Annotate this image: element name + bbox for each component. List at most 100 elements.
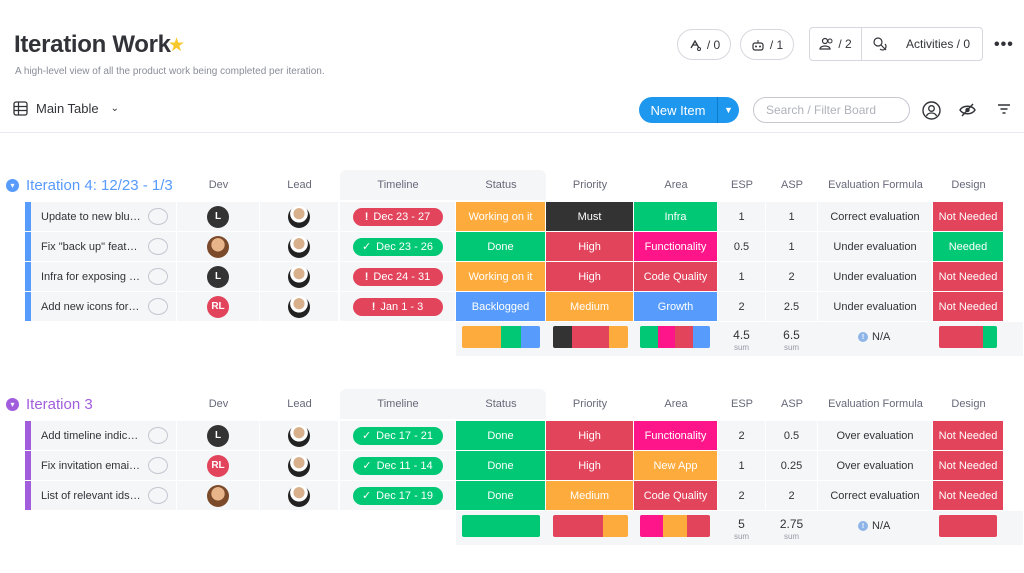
esp-cell[interactable]: 2	[718, 481, 765, 510]
board-description[interactable]: A high-level view of all the product wor…	[15, 66, 325, 77]
priority-cell[interactable]: Medium	[546, 292, 633, 321]
search-input[interactable]: Search / Filter Board	[753, 97, 910, 123]
group-title[interactable]: ▾ Iteration 3	[6, 396, 93, 413]
item-name[interactable]: Fix "back up" feat…	[41, 240, 138, 253]
esp-cell[interactable]: 2	[718, 421, 765, 450]
esp-cell[interactable]: 2	[718, 292, 765, 321]
item-name-cell[interactable]: List of relevant ids…	[31, 481, 176, 510]
item-name-cell[interactable]: Infra for exposing …	[31, 262, 176, 291]
priority-cell[interactable]: High	[546, 232, 633, 261]
status-cell[interactable]: Done	[456, 421, 545, 450]
timeline-pill[interactable]: ! Jan 1 - 3	[352, 297, 443, 316]
group-title[interactable]: ▾ Iteration 4: 12/23 - 1/3	[6, 177, 173, 194]
dev-cell[interactable]: RL	[177, 292, 259, 321]
timeline-cell[interactable]: ! Jan 1 - 3	[340, 292, 455, 321]
lead-cell[interactable]	[260, 292, 338, 321]
lead-cell[interactable]	[260, 232, 338, 261]
more-options-icon[interactable]: •••	[994, 36, 1014, 53]
design-summary[interactable]	[939, 326, 997, 348]
design-summary[interactable]	[939, 515, 997, 537]
dev-cell[interactable]: L	[177, 421, 259, 450]
lead-cell[interactable]	[260, 451, 338, 480]
status-cell[interactable]: Done	[456, 451, 545, 480]
lead-cell[interactable]	[260, 202, 338, 231]
filter-icon[interactable]	[997, 103, 1011, 115]
column-header-priority[interactable]: Priority	[572, 398, 608, 410]
dev-cell[interactable]: L	[177, 202, 259, 231]
design-cell[interactable]: Not Needed	[933, 451, 1003, 480]
priority-cell[interactable]: Must	[546, 202, 633, 231]
asp-cell[interactable]: 2	[766, 481, 817, 510]
esp-cell[interactable]: 1	[718, 262, 765, 291]
item-name-cell[interactable]: Add timeline indic…	[31, 421, 176, 450]
timeline-cell[interactable]: ✓ Dec 11 - 14	[340, 451, 455, 480]
lead-cell[interactable]	[260, 421, 338, 450]
group-title-text[interactable]: Iteration 3	[26, 396, 93, 413]
asp-cell[interactable]: 2	[766, 262, 817, 291]
area-cell[interactable]: Code Quality	[634, 481, 717, 510]
lead-cell[interactable]	[260, 481, 338, 510]
members-button[interactable]: / 2	[810, 28, 862, 60]
avatar-photo[interactable]	[288, 265, 310, 288]
item-name-cell[interactable]: Fix "back up" feat…	[31, 232, 176, 261]
item-name-cell[interactable]: Update to new blu…	[31, 202, 176, 231]
column-header-evaluation-formula[interactable]: Evaluation Formula	[828, 179, 923, 191]
board-title[interactable]: Iteration Work	[14, 31, 171, 58]
item-name[interactable]: Infra for exposing …	[41, 270, 141, 283]
timeline-pill[interactable]: ✓ Dec 17 - 21	[352, 426, 443, 445]
info-icon[interactable]: !	[858, 332, 868, 342]
column-header-asp[interactable]: ASP	[780, 398, 803, 410]
column-header-design[interactable]: Design	[951, 179, 986, 191]
automations-button[interactable]: / 1	[740, 29, 794, 60]
avatar-photo[interactable]	[207, 484, 229, 507]
area-cell[interactable]: Code Quality	[634, 262, 717, 291]
column-header-dev[interactable]: Dev	[208, 179, 229, 191]
status-cell[interactable]: Done	[456, 232, 545, 261]
chat-bubble-icon[interactable]	[148, 298, 168, 315]
column-header-lead[interactable]: Lead	[287, 179, 312, 191]
asp-cell[interactable]: 0.25	[766, 451, 817, 480]
chat-bubble-icon[interactable]	[148, 208, 168, 225]
status-cell[interactable]: Done	[456, 481, 545, 510]
column-header-priority[interactable]: Priority	[572, 179, 608, 191]
design-cell[interactable]: Needed	[933, 232, 1003, 261]
table-row[interactable]: List of relevant ids… ✓ Dec 17 - 19 Done Med…	[0, 481, 1024, 510]
esp-cell[interactable]: 0.5	[718, 232, 765, 261]
chevron-down-icon[interactable]: ▾	[6, 179, 19, 192]
status-cell[interactable]: Working on it	[456, 262, 545, 291]
timeline-pill[interactable]: ✓ Dec 17 - 19	[352, 486, 443, 505]
column-header-esp[interactable]: ESP	[730, 398, 753, 410]
table-row[interactable]: Fix invitation emai… RL ✓ Dec 11 - 14 Done Hi…	[0, 451, 1024, 480]
status-cell[interactable]: Working on it	[456, 202, 545, 231]
esp-cell[interactable]: 1	[718, 202, 765, 231]
column-header-dev[interactable]: Dev	[208, 398, 229, 410]
column-header-evaluation-formula[interactable]: Evaluation Formula	[828, 398, 923, 410]
info-icon[interactable]: !	[858, 521, 868, 531]
column-header-timeline[interactable]: Timeline	[377, 398, 419, 410]
asp-cell[interactable]: 1	[766, 232, 817, 261]
lead-cell[interactable]	[260, 262, 338, 291]
chevron-down-icon[interactable]: ▼	[717, 97, 739, 123]
asp-cell[interactable]: 2.5	[766, 292, 817, 321]
column-header-lead[interactable]: Lead	[287, 398, 312, 410]
dev-cell[interactable]: RL	[177, 451, 259, 480]
avatar-photo[interactable]	[207, 235, 229, 258]
evaluation-cell[interactable]: Correct evaluation	[818, 202, 932, 231]
column-header-area[interactable]: Area	[664, 398, 688, 410]
priority-cell[interactable]: Medium	[546, 481, 633, 510]
item-name-cell[interactable]: Add new icons for…	[31, 292, 176, 321]
evaluation-cell[interactable]: Under evaluation	[818, 292, 932, 321]
dev-cell[interactable]	[177, 232, 259, 261]
table-row[interactable]: Add new icons for… RL! Jan 1 - 3 Backlogged…	[0, 292, 1024, 321]
evaluation-cell[interactable]: Over evaluation	[818, 421, 932, 450]
column-header-design[interactable]: Design	[951, 398, 986, 410]
design-cell[interactable]: Not Needed	[933, 262, 1003, 291]
chat-bubble-icon[interactable]	[148, 427, 168, 444]
column-header-area[interactable]: Area	[664, 179, 688, 191]
asp-cell[interactable]: 0.5	[766, 421, 817, 450]
priority-cell[interactable]: High	[546, 451, 633, 480]
area-cell[interactable]: Infra	[634, 202, 717, 231]
priority-cell[interactable]: High	[546, 262, 633, 291]
area-cell[interactable]: New App	[634, 451, 717, 480]
timeline-cell[interactable]: ! Dec 24 - 31	[340, 262, 455, 291]
